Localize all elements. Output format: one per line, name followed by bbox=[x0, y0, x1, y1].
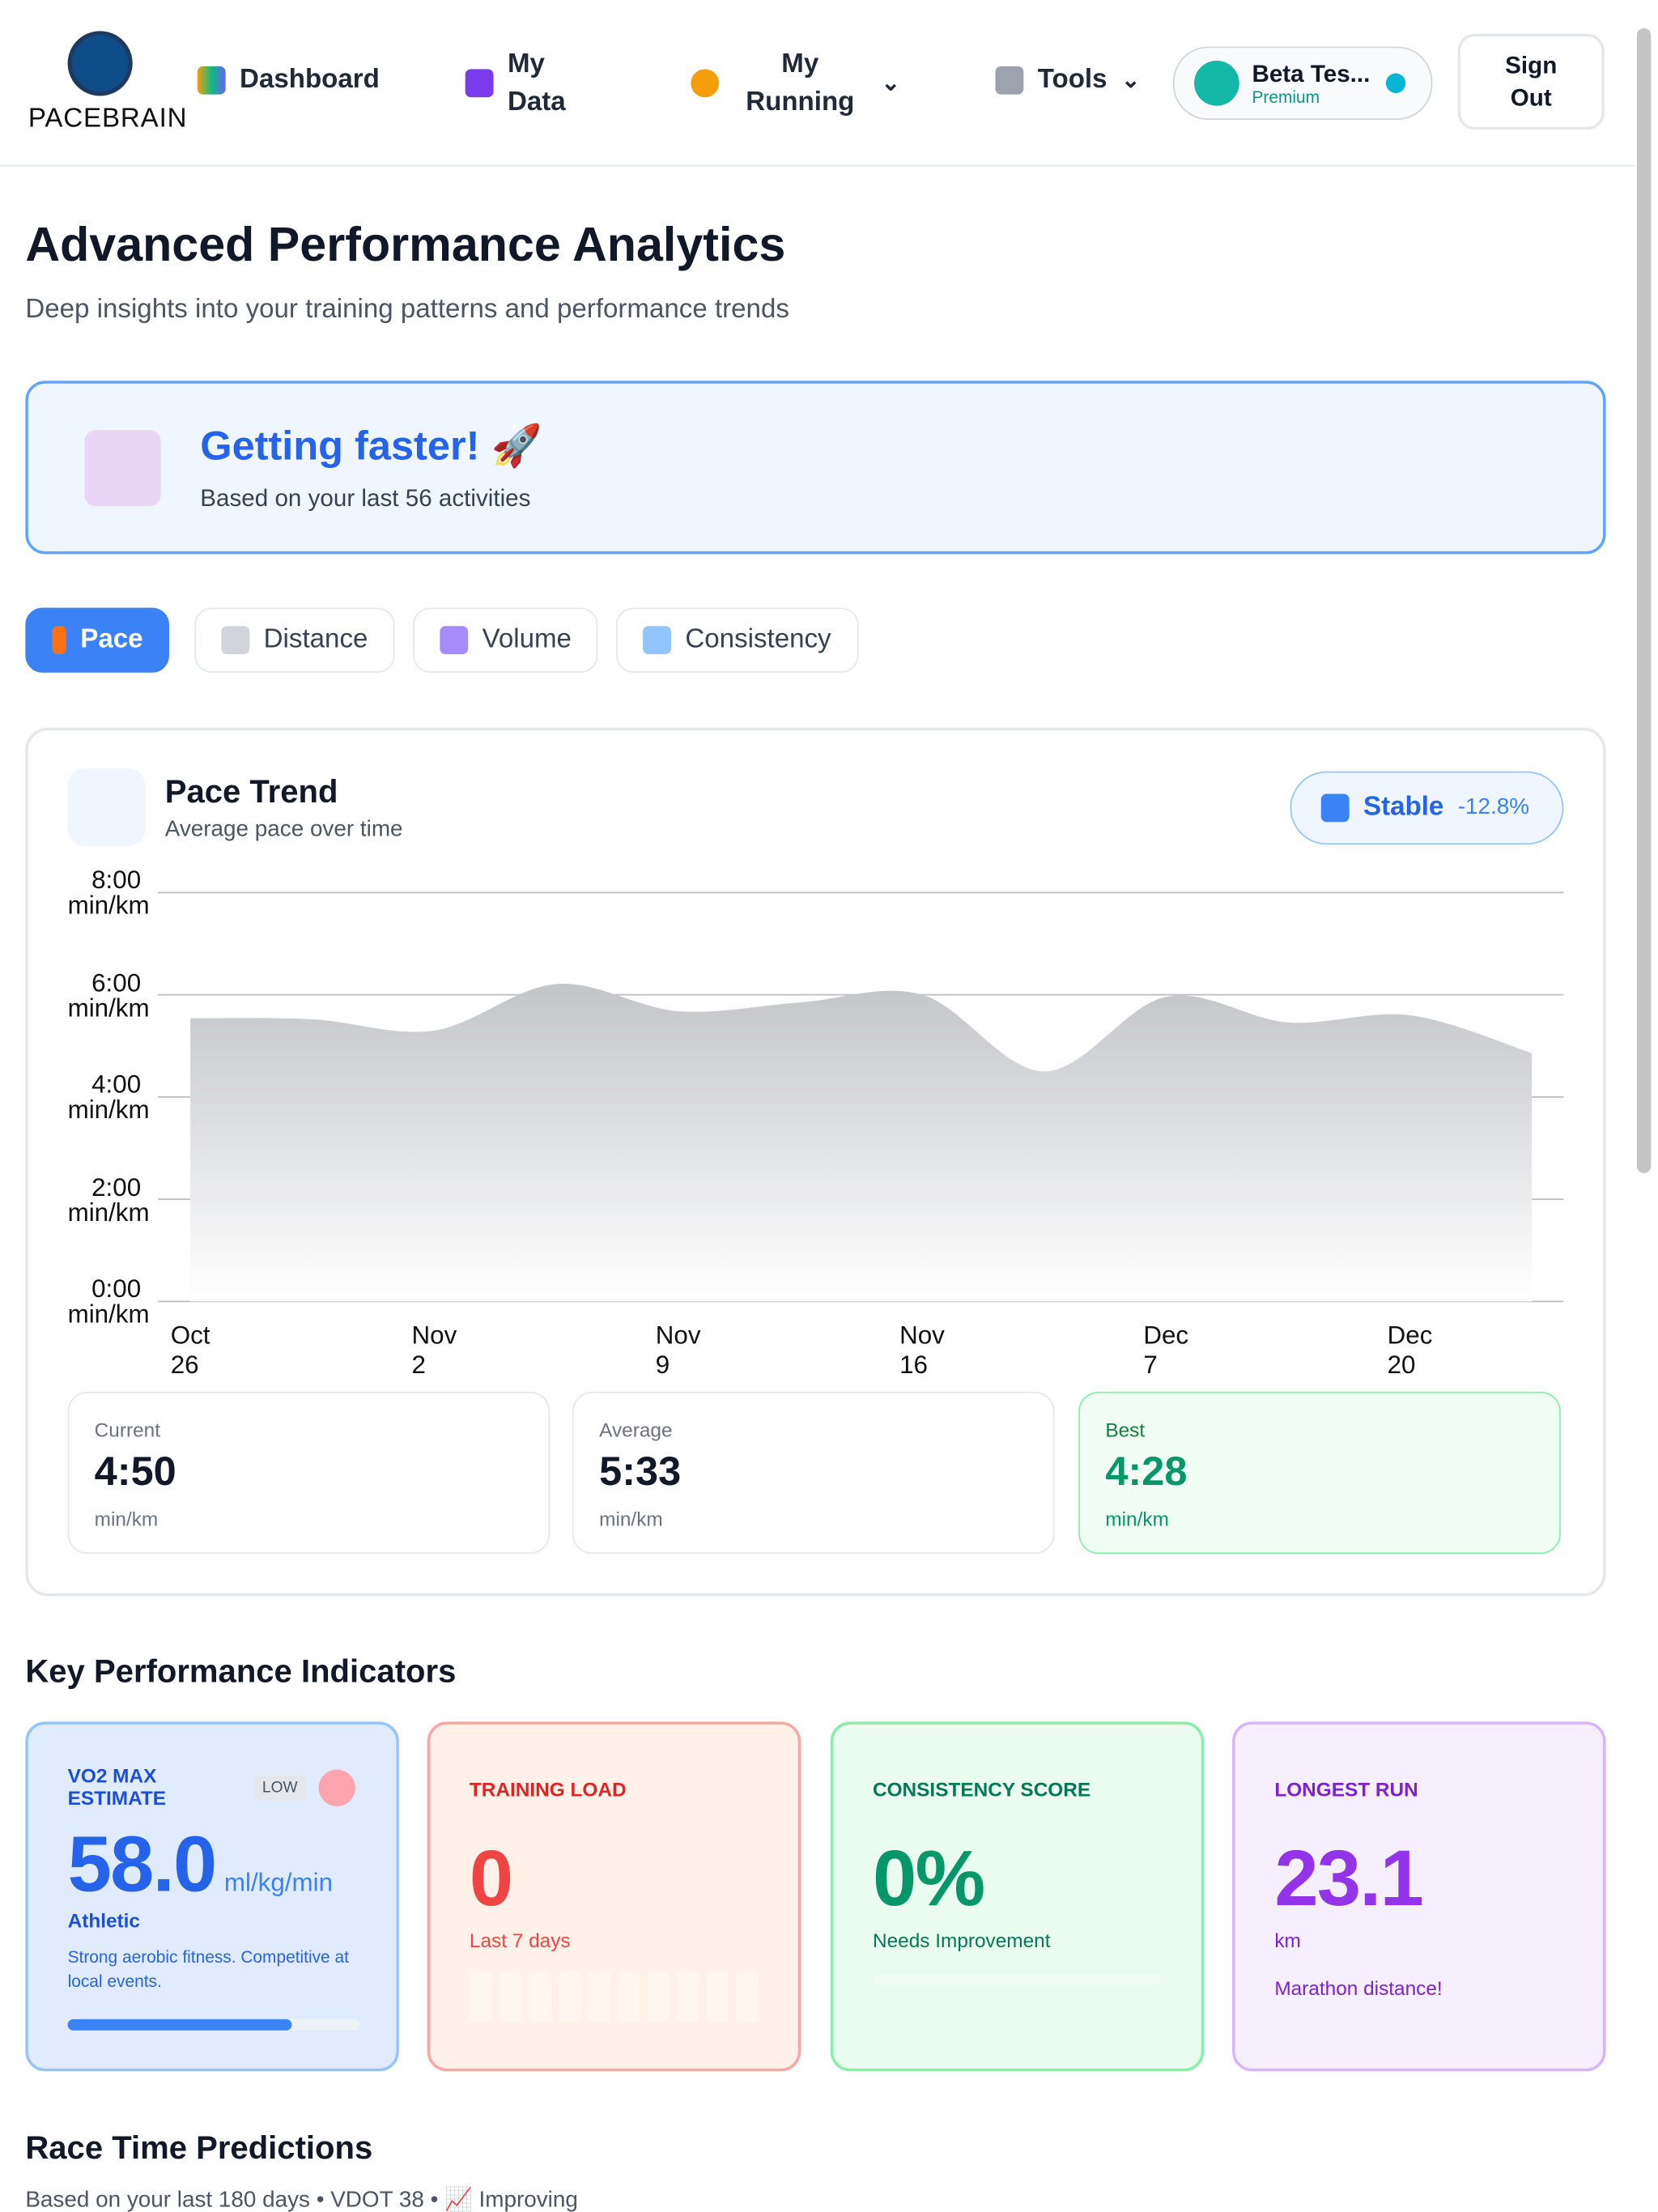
kpi-card: TRAINING LOAD 0 Last 7 days bbox=[427, 1721, 801, 2072]
y-tick-label: 4:00 min/km bbox=[67, 1070, 150, 1124]
brand[interactable]: PACEBRAIN bbox=[28, 104, 188, 134]
nav-item[interactable]: Tools ⌄ bbox=[995, 65, 1140, 96]
x-tick-label: Nov 16 bbox=[899, 1321, 945, 1380]
y-tick-label: 0:00 min/km bbox=[67, 1274, 150, 1329]
trend-banner: Getting faster! 🚀 Based on your last 56 … bbox=[25, 381, 1606, 555]
pace-area bbox=[190, 984, 1533, 1302]
tab[interactable]: Distance bbox=[194, 607, 395, 673]
tab[interactable]: Volume bbox=[413, 607, 599, 673]
x-tick-label: Nov 9 bbox=[655, 1321, 701, 1380]
user-name: Beta Tes... bbox=[1252, 60, 1371, 87]
x-tick-label: Dec 7 bbox=[1143, 1321, 1189, 1380]
kpi-card: VO2 MAX ESTIMATE LOW 58.0 ml/kg/min Athle… bbox=[25, 1721, 399, 2072]
logo[interactable] bbox=[67, 31, 133, 96]
banner-title: Getting faster! 🚀 bbox=[200, 424, 542, 470]
y-tick-label: 6:00 min/km bbox=[67, 968, 150, 1022]
progress-bar bbox=[67, 2018, 293, 2031]
section-title: Race Time Predictions bbox=[25, 2129, 373, 2166]
section-title: Key Performance Indicators bbox=[25, 1653, 457, 1690]
x-tick-label: Dec 20 bbox=[1387, 1321, 1433, 1380]
nav-bar: PACEBRAIN Dashboard My Data My Running ⌄ … bbox=[0, 0, 1636, 167]
chart-icon bbox=[67, 768, 146, 846]
tab[interactable]: Pace bbox=[25, 607, 170, 673]
x-tick-label: Oct 26 bbox=[170, 1321, 210, 1380]
page-subtitle: Deep insights into your training pattern… bbox=[25, 294, 789, 325]
pace-chart bbox=[158, 891, 1564, 1303]
kpi-card: CONSISTENCY SCORE 0% Needs Improvement bbox=[830, 1721, 1205, 2072]
nav-item[interactable]: My Running ⌄ bbox=[691, 45, 900, 121]
stat-card: Current 4:50 min/km bbox=[67, 1391, 551, 1555]
y-tick-label: 8:00 min/km bbox=[67, 866, 150, 920]
section-subtitle: Based on your last 180 days • VDOT 38 • … bbox=[25, 2188, 578, 2212]
scrollbar[interactable] bbox=[1636, 28, 1652, 1173]
tab[interactable]: Consistency bbox=[616, 607, 858, 673]
nav-item[interactable]: My Data bbox=[465, 45, 578, 121]
stat-card: Average 5:33 min/km bbox=[572, 1391, 1055, 1555]
banner-text: Based on your last 56 activities bbox=[200, 485, 531, 513]
user-plan: Premium bbox=[1252, 87, 1320, 108]
y-tick-label: 2:00 min/km bbox=[67, 1172, 150, 1227]
chart-title: Pace Trend bbox=[164, 772, 338, 810]
x-tick-label: Nov 2 bbox=[411, 1321, 457, 1380]
sign-out-button[interactable]: Sign Out bbox=[1457, 33, 1605, 130]
kpi-card: LONGEST RUN 23.1 km Marathon distance! bbox=[1232, 1721, 1606, 2072]
user-menu[interactable]: Beta Tes... Premium bbox=[1172, 46, 1433, 121]
trend-pill: Stable -12.8% bbox=[1290, 771, 1564, 845]
chart-subtitle: Average pace over time bbox=[164, 818, 403, 842]
nav-item[interactable]: Dashboard bbox=[197, 65, 380, 96]
stat-card: Best 4:28 min/km bbox=[1078, 1391, 1561, 1555]
page-title: Advanced Performance Analytics bbox=[25, 218, 786, 273]
